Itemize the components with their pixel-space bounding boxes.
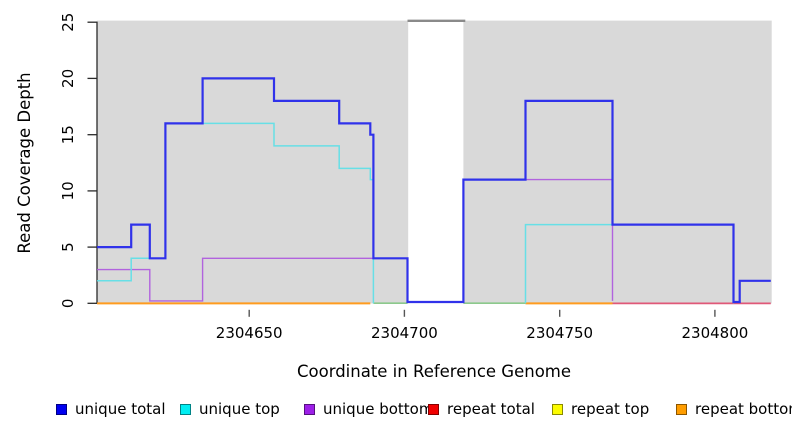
legend-swatch-unique-total: [56, 403, 67, 415]
x-tick-label: 2304750: [526, 324, 593, 342]
legend-swatch-unique-bottom: [304, 403, 315, 415]
legend-label: repeat bottom: [695, 400, 792, 418]
y-tick-label: 0: [59, 299, 77, 309]
legend-swatch-repeat-total: [428, 403, 439, 415]
legend-swatch-repeat-top: [552, 403, 563, 415]
series-line-unique-top: [97, 122, 375, 304]
y-tick-label: 20: [59, 69, 77, 88]
chart-legend: unique total unique top unique bottom repea…: [0, 398, 792, 422]
y-axis-title: Read Coverage Depth: [15, 72, 34, 253]
x-tick-label: 2304800: [681, 324, 748, 342]
legend-item-unique-bottom: unique bottom: [304, 398, 433, 420]
y-tick-label: 15: [59, 125, 77, 144]
legend-label: repeat top: [571, 400, 650, 418]
legend-label: unique bottom: [323, 400, 434, 418]
legend-label: unique top: [199, 400, 280, 418]
x-tick-label: 2304650: [216, 324, 283, 342]
legend-item-unique-total: unique total: [56, 398, 166, 420]
legend-swatch-unique-top: [180, 403, 191, 415]
x-tick-label: 2304700: [371, 324, 438, 342]
y-tick-label: 5: [59, 242, 77, 252]
y-tick-label: 25: [59, 13, 77, 32]
legend-item-repeat-top: repeat top: [552, 398, 649, 420]
plot-background: [97, 19, 772, 304]
masked-region-panel: [463, 20, 772, 304]
masked-region-panel: [97, 20, 409, 304]
coverage-plot: 0 5 10 15 20 25 2304650 2304700 2304750 2304800 R…: [15, 13, 772, 381]
legend-item-unique-top: unique top: [180, 398, 280, 420]
y-tick-label: 10: [59, 181, 77, 200]
x-axis-title: Coordinate in Reference Genome: [297, 362, 571, 381]
legend-item-repeat-total: repeat total: [428, 398, 535, 420]
legend-label: repeat total: [447, 400, 535, 418]
legend-swatch-repeat-bottom: [676, 403, 687, 415]
series-line-unique-total: [97, 77, 771, 304]
legend-item-repeat-bottom: repeat bottom: [676, 398, 792, 420]
plot-series: [97, 77, 771, 305]
plot-axes: 0 5 10 15 20 25 2304650 2304700 2304750 2304800: [59, 13, 748, 342]
legend-label: unique total: [75, 400, 166, 418]
